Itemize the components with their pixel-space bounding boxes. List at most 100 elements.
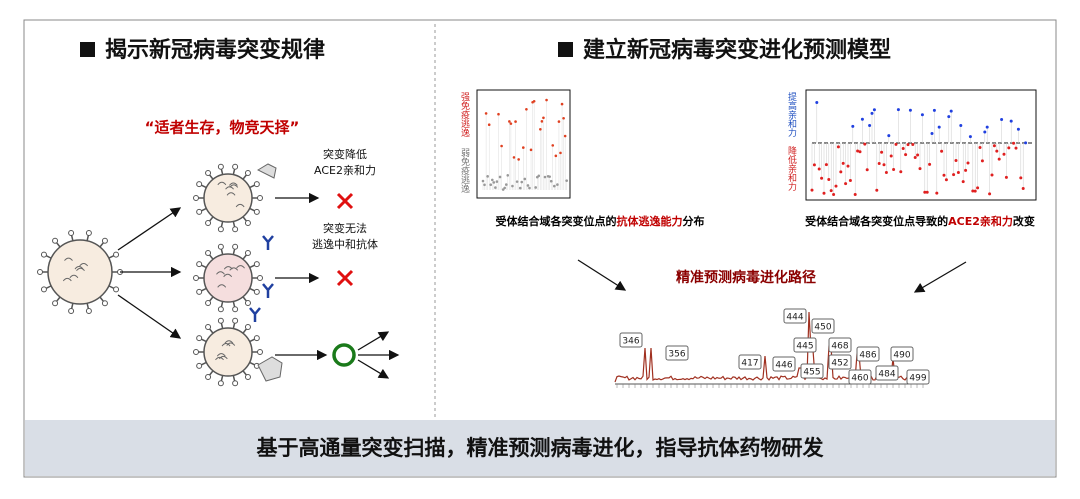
spike-tip bbox=[232, 380, 239, 387]
quote: “适者生存，物竞天择” bbox=[145, 119, 300, 137]
dot bbox=[839, 170, 843, 174]
dot bbox=[483, 183, 486, 187]
dot bbox=[904, 153, 908, 157]
dot bbox=[920, 113, 924, 117]
rna bbox=[79, 262, 89, 267]
dot bbox=[511, 184, 514, 188]
dot bbox=[856, 149, 860, 153]
dot bbox=[509, 122, 513, 125]
dot bbox=[853, 193, 857, 197]
dot bbox=[901, 146, 905, 150]
footer-band bbox=[25, 420, 1055, 476]
dot bbox=[877, 162, 881, 166]
rna bbox=[69, 274, 79, 279]
spike-tip bbox=[253, 335, 260, 342]
peak-label: 444 bbox=[786, 313, 803, 323]
spike-tip bbox=[196, 261, 203, 268]
spike-tip bbox=[205, 220, 212, 227]
dot bbox=[968, 135, 972, 139]
dot bbox=[949, 109, 953, 113]
peak-label: 484 bbox=[878, 370, 895, 380]
dot bbox=[497, 112, 500, 116]
dot bbox=[851, 124, 855, 128]
dot bbox=[563, 134, 567, 138]
outcome-line: ACE2亲和力 bbox=[314, 163, 376, 177]
spike-tip bbox=[217, 306, 224, 313]
spike-tip bbox=[196, 181, 203, 188]
peak-box bbox=[875, 365, 899, 381]
rna bbox=[217, 284, 227, 288]
rna bbox=[74, 266, 84, 270]
peak-box bbox=[828, 354, 852, 370]
spike-tip bbox=[253, 181, 260, 188]
dot bbox=[916, 153, 920, 157]
rna bbox=[226, 192, 236, 196]
spike-tip bbox=[244, 169, 251, 176]
dot bbox=[928, 162, 932, 166]
dot bbox=[1019, 176, 1023, 180]
peak-label: 460 bbox=[851, 374, 868, 384]
dot bbox=[937, 125, 941, 129]
dot bbox=[559, 151, 562, 155]
rna bbox=[215, 356, 224, 361]
dot bbox=[860, 117, 864, 121]
dot bbox=[1002, 152, 1006, 156]
dot bbox=[515, 180, 519, 183]
peak-box bbox=[848, 369, 872, 385]
peak-label: 499 bbox=[909, 374, 926, 384]
dot bbox=[487, 123, 491, 127]
arrows bbox=[117, 192, 967, 379]
dot bbox=[495, 180, 499, 183]
left-title: 揭示新冠病毒突变规律 bbox=[105, 37, 325, 63]
rna bbox=[226, 342, 236, 346]
spike-tip bbox=[37, 269, 43, 276]
peak-label: 346 bbox=[622, 337, 639, 347]
dot bbox=[822, 191, 826, 195]
dot bbox=[865, 168, 869, 172]
dot bbox=[508, 120, 511, 123]
caption: 受体结合域各突变位点的抗体逃逸能力分布 bbox=[496, 214, 705, 228]
spike-tip bbox=[196, 288, 203, 295]
spike-tip bbox=[193, 195, 199, 202]
dot bbox=[932, 108, 936, 112]
rna bbox=[224, 340, 234, 344]
dot bbox=[551, 144, 555, 147]
dot bbox=[892, 168, 896, 172]
spike-tip bbox=[244, 249, 251, 256]
rna bbox=[229, 267, 239, 271]
affinity-points bbox=[810, 101, 1028, 197]
rna bbox=[216, 271, 225, 275]
dot bbox=[887, 134, 891, 138]
spike-tip bbox=[196, 335, 203, 342]
spike-tip bbox=[244, 374, 251, 381]
dot bbox=[491, 178, 494, 182]
dot bbox=[501, 188, 505, 191]
rna bbox=[223, 266, 233, 270]
dot bbox=[988, 192, 992, 196]
spike-tip bbox=[85, 307, 92, 314]
dot bbox=[868, 123, 872, 127]
outcome-line: 突变降低 bbox=[323, 147, 367, 161]
dot bbox=[954, 158, 958, 162]
dot bbox=[820, 176, 824, 180]
antibody bbox=[249, 307, 261, 322]
spike-tip bbox=[232, 226, 239, 233]
peak-box bbox=[890, 346, 914, 362]
rna bbox=[76, 267, 85, 272]
dot bbox=[498, 175, 502, 179]
spike-tip bbox=[68, 307, 75, 314]
dot bbox=[1012, 141, 1016, 145]
trace bbox=[614, 311, 924, 383]
cross bbox=[336, 269, 354, 287]
spike-tip bbox=[52, 237, 59, 244]
dot bbox=[523, 177, 527, 181]
rna bbox=[236, 265, 245, 269]
rna bbox=[229, 184, 239, 188]
dot bbox=[985, 125, 989, 129]
check-circle bbox=[332, 343, 356, 367]
virus bbox=[203, 173, 253, 223]
dot bbox=[976, 186, 980, 190]
dot bbox=[554, 154, 558, 158]
dot bbox=[882, 163, 886, 167]
